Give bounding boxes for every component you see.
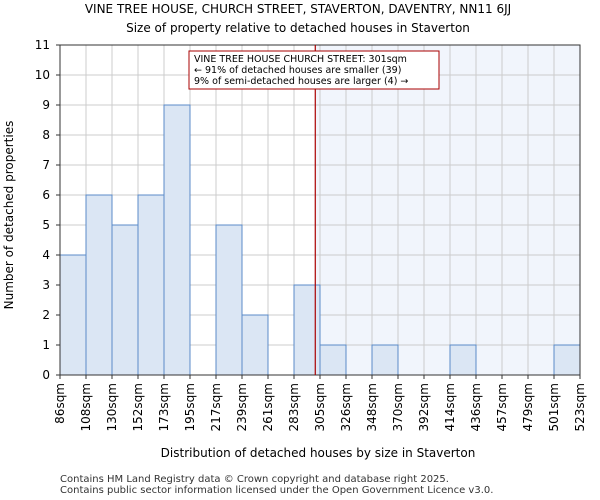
x-tick-label-195sqm: 195sqm [183, 383, 197, 431]
bar-348sqm [371, 344, 399, 376]
x-tick-label-436sqm: 436sqm [469, 383, 483, 431]
y-tick-label-4: 4 [42, 248, 50, 262]
x-tick-label-326sqm: 326sqm [339, 383, 353, 431]
bar-130sqm [111, 224, 139, 376]
annotation-line-3: 9% of semi-detached houses are larger (4… [194, 76, 408, 87]
bar-501sqm [553, 344, 581, 376]
x-tick-label-414sqm: 414sqm [443, 383, 457, 431]
bar-217sqm [215, 224, 243, 376]
x-tick-label-457sqm: 457sqm [495, 383, 509, 431]
histogram-chart: VINE TREE HOUSE, CHURCH STREET, STAVERTO… [2, 2, 587, 460]
annotation-line-2: ← 91% of detached houses are smaller (39… [194, 65, 401, 76]
chart-subtitle: Size of property relative to detached ho… [126, 21, 470, 35]
chart-title: VINE TREE HOUSE, CHURCH STREET, STAVERTO… [85, 2, 511, 16]
bar-283sqm [293, 284, 321, 376]
bar-86sqm [59, 254, 87, 376]
y-tick-label-0: 0 [42, 368, 50, 382]
y-tick-label-5: 5 [42, 218, 50, 232]
x-tick-label-479sqm: 479sqm [521, 383, 535, 431]
footer-line-1: Contains HM Land Registry data © Crown c… [60, 474, 449, 485]
x-tick-label-501sqm: 501sqm [547, 383, 561, 431]
y-tick-label-6: 6 [42, 188, 50, 202]
x-tick-label-152sqm: 152sqm [131, 383, 145, 431]
x-tick-label-108sqm: 108sqm [79, 383, 93, 431]
y-tick-label-1: 1 [42, 338, 50, 352]
x-tick-label-217sqm: 217sqm [209, 383, 223, 431]
bar-414sqm [449, 344, 477, 376]
x-tick-label-130sqm: 130sqm [105, 383, 119, 431]
y-tick-label-7: 7 [42, 158, 50, 172]
x-axis-label: Distribution of detached houses by size … [161, 446, 476, 460]
x-tick-label-348sqm: 348sqm [365, 383, 379, 431]
y-tick-label-9: 9 [42, 98, 50, 112]
annotation-line-1: VINE TREE HOUSE CHURCH STREET: 301sqm [194, 54, 407, 65]
x-tick-label-173sqm: 173sqm [157, 383, 171, 431]
x-tick-label-392sqm: 392sqm [417, 383, 431, 431]
x-tick-label-283sqm: 283sqm [287, 383, 301, 431]
x-tick-label-305sqm: 305sqm [313, 383, 327, 431]
footer-line-2: Contains public sector information licen… [60, 485, 494, 496]
y-tick-label-2: 2 [42, 308, 50, 322]
larger-region-highlight [315, 45, 580, 375]
annotation-box: VINE TREE HOUSE CHURCH STREET: 301sqm ← … [188, 50, 440, 90]
y-tick-label-10: 10 [35, 68, 50, 82]
x-tick-label-239sqm: 239sqm [235, 383, 249, 431]
bar-152sqm [137, 194, 165, 376]
x-tick-label-86sqm: 86sqm [53, 383, 67, 424]
bar-239sqm [241, 314, 269, 376]
bar-173sqm [163, 104, 191, 376]
y-tick-label-8: 8 [42, 128, 50, 142]
bar-305sqm [319, 344, 347, 376]
x-tick-label-523sqm: 523sqm [573, 383, 587, 431]
y-tick-label-11: 11 [35, 38, 50, 52]
x-tick-label-261sqm: 261sqm [261, 383, 275, 431]
y-tick-label-3: 3 [42, 278, 50, 292]
x-tick-label-370sqm: 370sqm [391, 383, 405, 431]
y-axis-label: Number of detached properties [2, 121, 16, 310]
bar-108sqm [85, 194, 113, 376]
